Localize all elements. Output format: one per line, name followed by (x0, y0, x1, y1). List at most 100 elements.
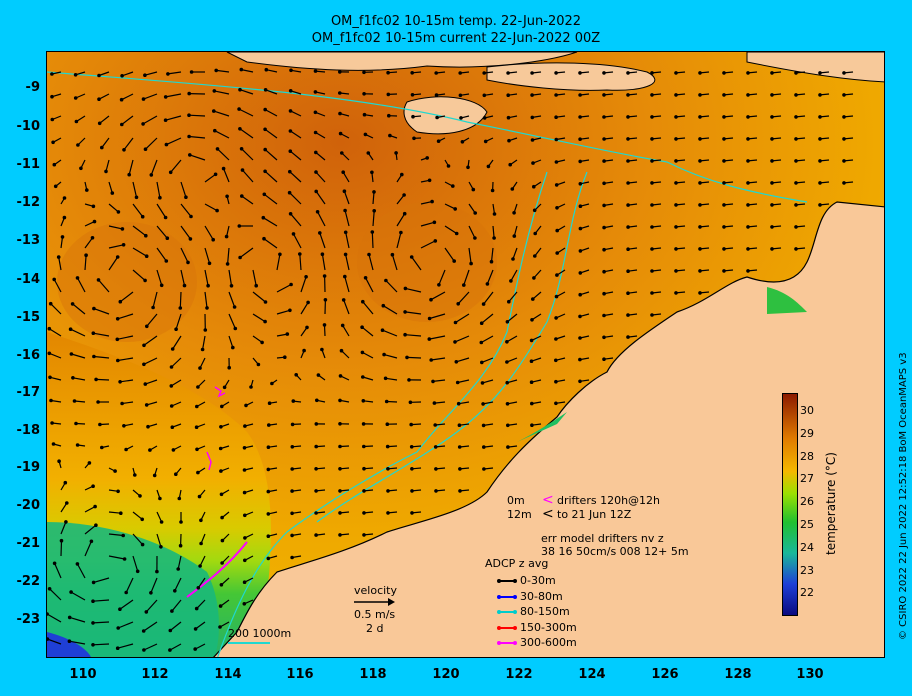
current-vector (252, 291, 266, 303)
current-vector (241, 195, 254, 205)
current-vector (252, 269, 257, 286)
current-vector-head (578, 379, 582, 384)
current-vector (119, 291, 134, 303)
current-vector-head (554, 337, 558, 341)
current-vector (315, 151, 326, 161)
adcp-depth-label: 150-300m (520, 620, 577, 634)
current-vector (365, 277, 374, 293)
current-vector-head (722, 269, 726, 273)
current-vector-head (529, 359, 534, 364)
current-vector-head (433, 445, 438, 449)
current-vector-head (199, 541, 203, 546)
current-vector (391, 254, 398, 271)
current-vector-head (288, 169, 292, 174)
current-vector (84, 506, 96, 513)
adcp-depth-label: 30-80m (520, 589, 563, 603)
current-vector-head (602, 159, 606, 163)
current-vector-head (124, 590, 128, 595)
drifter-subsurface-icon: < (542, 506, 554, 522)
current-vector (429, 313, 446, 320)
current-vector (195, 621, 206, 630)
current-vector-head (842, 159, 846, 163)
drifters-error-header: err model drifters nv z (541, 532, 664, 545)
current-vector-head (383, 376, 388, 381)
drifter-track (214, 386, 226, 398)
current-vector-head (144, 403, 149, 407)
current-vector-head (203, 328, 208, 332)
current-vector (238, 108, 254, 117)
current-vector-head (386, 467, 390, 471)
current-vector-head (314, 444, 319, 449)
temperature-map[interactable] (46, 51, 885, 658)
current-vector-head (242, 446, 247, 450)
current-vector-head (65, 501, 69, 505)
current-vector-head (159, 545, 163, 549)
current-vector (108, 533, 124, 537)
current-vector-head (262, 192, 267, 197)
current-vector-head (410, 93, 415, 97)
current-vector-head (287, 190, 292, 195)
current-vector-head (193, 627, 198, 631)
current-vector-head (118, 299, 123, 304)
current-vector-head (52, 561, 57, 566)
current-vector-head (59, 538, 64, 543)
current-vector-head (158, 496, 162, 501)
current-vector-head (47, 326, 52, 331)
current-vector (194, 643, 206, 650)
current-vector-head (794, 181, 798, 185)
current-vector-head (384, 399, 389, 404)
current-vector-head (186, 260, 190, 265)
current-vector-head (386, 489, 390, 493)
current-vector-head (372, 209, 377, 213)
current-vector-head (52, 277, 56, 282)
cool-water-core (47, 522, 219, 657)
current-vector-head (72, 399, 77, 403)
y-tick: -13 (16, 233, 41, 248)
current-vector (108, 225, 123, 230)
current-vector-head (263, 107, 267, 112)
current-vector-head (100, 145, 104, 150)
current-vector-head (238, 87, 242, 92)
current-vector-head (92, 219, 97, 224)
current-vector-head (650, 291, 654, 295)
current-vector-head (433, 423, 438, 427)
current-vector-head (244, 403, 248, 408)
current-vector-head (650, 181, 654, 185)
current-vector (317, 211, 326, 227)
current-vector-head (473, 211, 478, 215)
current-vector (468, 203, 476, 214)
current-vector-head (315, 210, 320, 214)
current-vector-head (218, 604, 223, 608)
current-vector (174, 577, 182, 592)
current-vector (132, 225, 147, 237)
current-vector-head (266, 512, 271, 516)
current-vector (444, 225, 458, 235)
current-vector-head (163, 95, 168, 99)
current-vector (241, 148, 254, 161)
current-vector-head (74, 119, 79, 124)
current-vector (406, 356, 422, 359)
current-vector-head (243, 536, 247, 540)
current-vector (299, 253, 302, 271)
current-vector-head (360, 325, 364, 330)
current-vector (170, 379, 182, 387)
current-vector-head (76, 143, 80, 147)
current-vector-head (69, 590, 73, 594)
current-vector-head (626, 159, 630, 163)
current-vector (60, 521, 67, 535)
current-vector-head (842, 93, 846, 97)
current-vector-head (482, 71, 487, 75)
current-vector (481, 357, 494, 363)
current-vector (512, 247, 518, 260)
current-vector-head (626, 71, 630, 75)
y-tick: -18 (16, 423, 41, 438)
current-vector (156, 269, 163, 286)
current-vector (432, 379, 446, 382)
current-vector-head (143, 278, 147, 283)
current-vector-head (746, 181, 750, 185)
current-vector-head (409, 445, 414, 449)
current-vector-head (232, 305, 237, 309)
current-vector-head (163, 215, 168, 220)
current-vector (156, 247, 167, 262)
current-vector-head (411, 114, 415, 119)
